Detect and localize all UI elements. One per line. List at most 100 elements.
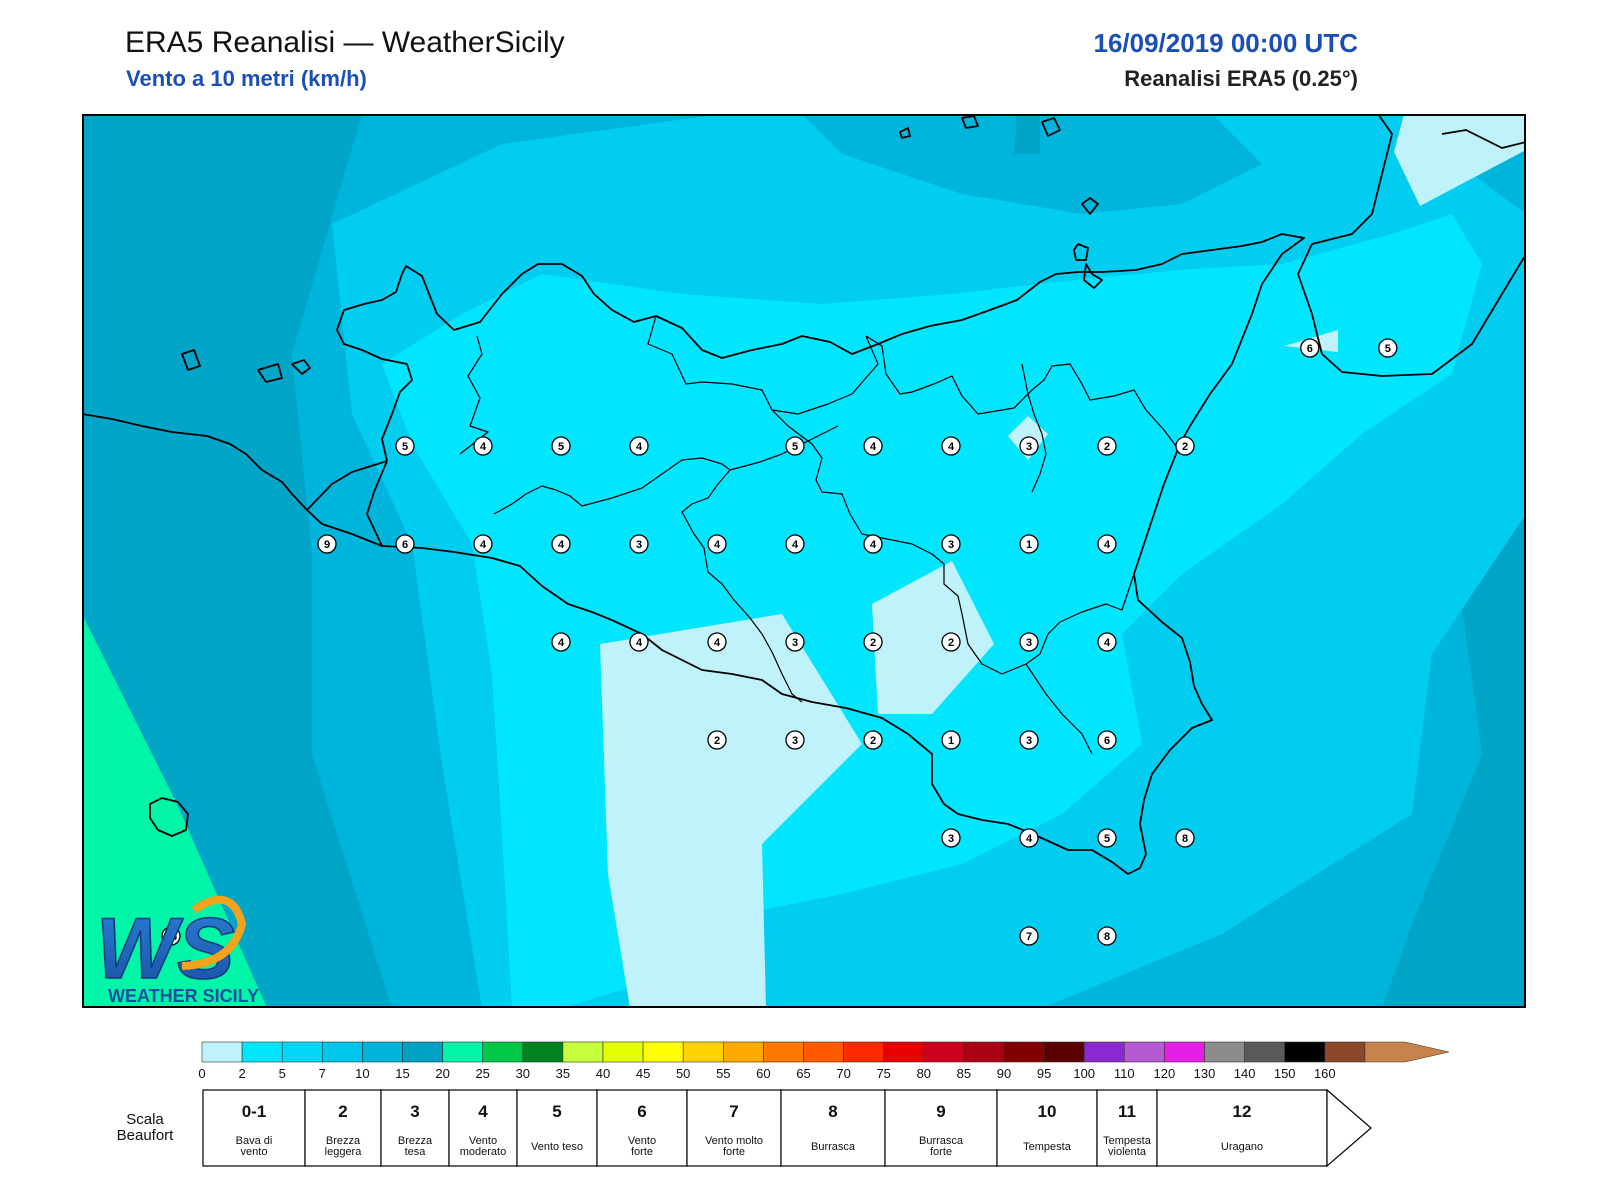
- wind-marker-value: 5: [558, 441, 564, 453]
- map-subtitle: Vento a 10 metri (km/h): [126, 66, 367, 91]
- wind-marker-circle: [1019, 534, 1039, 554]
- wind-marker-value: 4: [480, 441, 487, 453]
- beaufort-desc-line2: forte: [723, 1146, 745, 1158]
- colorbar-segment: [1003, 1041, 1045, 1063]
- colorbar-tick-label: 60: [756, 1066, 770, 1081]
- wind-marker: 4: [1097, 534, 1117, 554]
- wind-marker: 5: [785, 436, 805, 456]
- wind-marker: 1: [941, 730, 961, 750]
- colorbar-tick-label: 70: [836, 1066, 850, 1081]
- wind-marker-value: 4: [1104, 539, 1111, 551]
- aeolian-filicudi: [961, 115, 979, 129]
- wind-marker-value: 3: [948, 833, 954, 845]
- wind-marker-value: 4: [636, 441, 643, 453]
- wind-marker: 3: [941, 534, 961, 554]
- coastline-layer: [82, 114, 1526, 875]
- wind-marker: 5: [1378, 338, 1398, 358]
- colorbar-tick-label: 35: [556, 1066, 570, 1081]
- colorbar-segment: [1043, 1041, 1085, 1063]
- wind-marker: 4: [473, 534, 493, 554]
- wind-marker-value: 3: [792, 735, 798, 747]
- wind-marker: 5: [395, 436, 415, 456]
- beaufort-number: 4: [478, 1102, 488, 1121]
- wind-marker-circle: [941, 632, 961, 652]
- wind-marker-circle: [1097, 534, 1117, 554]
- colorbar-tick-label: 55: [716, 1066, 730, 1081]
- wind-marker-circle: [473, 534, 493, 554]
- beaufort-desc-line1: Burrasca: [811, 1141, 856, 1153]
- wind-marker-value: 2: [714, 735, 720, 747]
- wind-marker-circle: [785, 730, 805, 750]
- colorbar-tick-label: 25: [475, 1066, 489, 1081]
- colorbar-tick-label: 30: [516, 1066, 530, 1081]
- beaufort-cell-box: [380, 1089, 450, 1167]
- wind-marker-circle: [395, 534, 415, 554]
- wind-marker: 3: [785, 730, 805, 750]
- wind-marker: 3: [1019, 436, 1039, 456]
- wind-marker-value: 2: [1182, 441, 1188, 453]
- beaufort-number: 7: [729, 1102, 738, 1121]
- colorbar-segment: [602, 1041, 644, 1063]
- colorbar-segment: [1284, 1041, 1326, 1063]
- wind-marker: 5: [1097, 828, 1117, 848]
- wind-marker-circle: [1097, 632, 1117, 652]
- colorbar-tick-label: 160: [1314, 1066, 1336, 1081]
- beaufort-number: 8: [828, 1102, 837, 1121]
- wind-markers-layer: 6 5 5 4 5 4 5 4 4 3 2 2 9 6 4 4 3 4 4 4 3 1 4 4 4 4 3 2 2 3 4 2 3 2 1 3 6 3 4 5…: [161, 338, 1398, 946]
- wind-marker: 3: [1019, 730, 1039, 750]
- wind-marker-value: 4: [636, 637, 643, 649]
- beaufort-number: 9: [936, 1102, 945, 1121]
- beaufort-cell-box: [202, 1089, 306, 1167]
- colorbar-tick-label: 40: [596, 1066, 610, 1081]
- wind-marker-value: 1: [948, 735, 954, 747]
- colorbar-tick-label: 7: [319, 1066, 326, 1081]
- colorbar-tick-label: 85: [957, 1066, 971, 1081]
- colorbar-segment: [963, 1041, 1005, 1063]
- wind-marker: 4: [863, 534, 883, 554]
- wind-marker-value: 3: [1026, 637, 1032, 649]
- beaufort-cell-box: [304, 1089, 382, 1167]
- beaufort-desc-line1: Brezza: [326, 1135, 361, 1147]
- beaufort-cell-box: [780, 1089, 886, 1167]
- wind-marker: 7: [1019, 926, 1039, 946]
- aeolian-vulcano: [1083, 263, 1103, 289]
- beaufort-desc-line1: Brezza: [398, 1135, 433, 1147]
- beaufort-desc-line2: vento: [241, 1146, 268, 1158]
- wind-marker: 3: [941, 828, 961, 848]
- wind-marker: 3: [1019, 632, 1039, 652]
- wind-marker: 16: [161, 926, 181, 946]
- wind-marker-circle: [317, 534, 337, 554]
- wind-marker: 2: [941, 632, 961, 652]
- beaufort-cell-box: [1156, 1089, 1328, 1167]
- wind-marker-circle: [863, 534, 883, 554]
- wind-marker-circle: [863, 436, 883, 456]
- wind-marker: 4: [707, 632, 727, 652]
- aeolian-alicudi: [899, 127, 911, 139]
- wind-marker-value: 4: [1104, 637, 1111, 649]
- wind-marker-value: 5: [1385, 343, 1391, 355]
- colorbar-tick-label: 20: [435, 1066, 449, 1081]
- wind-marker-circle: [707, 534, 727, 554]
- wind-marker-value: 16: [165, 931, 177, 943]
- map-title: ERA5 Reanalisi — WeatherSicily: [125, 26, 565, 59]
- colorbar-segment: [883, 1041, 925, 1063]
- colorbar-segment: [201, 1041, 243, 1063]
- wind-marker-circle: [785, 534, 805, 554]
- colorbar-tick-label: 45: [636, 1066, 650, 1081]
- sicily-west-coast: [306, 460, 388, 547]
- wind-marker-value: 3: [636, 539, 642, 551]
- calabria-north: [1441, 129, 1526, 149]
- beaufort-number: 10: [1038, 1102, 1057, 1121]
- wind-marker-circle: [1019, 828, 1039, 848]
- wind-marker: 4: [1097, 632, 1117, 652]
- colorbar-tick-label: 80: [917, 1066, 931, 1081]
- wind-marker: 3: [629, 534, 649, 554]
- wind-zone-upper-dark: [802, 114, 1262, 214]
- wind-marker: 4: [473, 436, 493, 456]
- wind-marker: 4: [629, 632, 649, 652]
- logo-text: WEATHER SICILY: [108, 986, 259, 1006]
